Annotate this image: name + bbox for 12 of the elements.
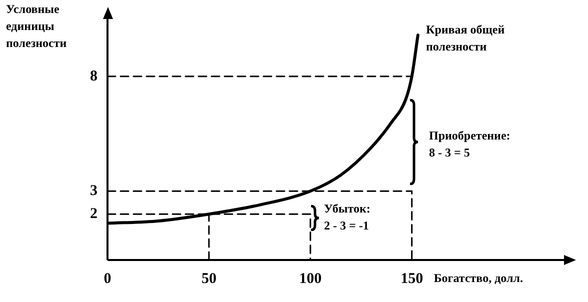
- annotation: Убыток: 2 - 3 = -1: [324, 202, 370, 233]
- x-tick-label: 150: [400, 270, 424, 287]
- annotation: Кривая общей полезности: [426, 22, 505, 54]
- annotation: Приобретение: 8 - 3 = 5: [429, 128, 510, 160]
- y-tick-label: 3: [90, 183, 98, 200]
- x-tick-label: 50: [201, 270, 216, 287]
- y-tick-label: 2: [90, 206, 98, 222]
- x-tick-label: 100: [299, 270, 322, 287]
- x-axis-title: Богатство, долл.: [434, 271, 523, 286]
- y-tick-label: 8: [90, 68, 98, 84]
- y-axis-title: Условные единицы полезности: [6, 2, 67, 50]
- x-tick-label: 0: [104, 270, 112, 287]
